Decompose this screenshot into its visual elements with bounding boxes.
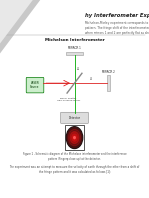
Circle shape	[68, 129, 81, 146]
Circle shape	[72, 134, 77, 141]
Bar	[107, 75, 110, 91]
Circle shape	[73, 136, 76, 139]
Circle shape	[67, 127, 82, 148]
Text: LASER
Source: LASER Source	[30, 81, 40, 89]
Text: Beam Splitter
Half Silvered Mirror: Beam Splitter Half Silvered Mirror	[57, 98, 80, 101]
Text: Michelson Interferometer: Michelson Interferometer	[45, 38, 104, 42]
Polygon shape	[0, 0, 33, 44]
Polygon shape	[0, 0, 40, 53]
Circle shape	[74, 137, 75, 139]
Bar	[65, 125, 84, 150]
Text: MIRROR 1: MIRROR 1	[68, 47, 81, 50]
FancyBboxPatch shape	[26, 77, 44, 93]
Text: Figure 1 - Schematic diagram of the Michelson interferometer and the interferenc: Figure 1 - Schematic diagram of the Mich…	[23, 152, 126, 161]
Text: hy Interferometer Experiment Calculations: hy Interferometer Experiment Calculation…	[85, 13, 149, 18]
Text: The experiment was an attempt to measure the velocity of earth through the ether: The experiment was an attempt to measure…	[9, 165, 140, 174]
Circle shape	[66, 127, 83, 148]
Bar	[66, 52, 83, 55]
Text: L1: L1	[77, 67, 80, 71]
Text: MIRROR 2: MIRROR 2	[102, 70, 115, 74]
Text: L2: L2	[89, 77, 92, 81]
Circle shape	[70, 132, 79, 144]
FancyBboxPatch shape	[61, 112, 88, 123]
Text: Detector: Detector	[69, 116, 80, 120]
Text: Michelson-Morley experiment corresponds to a change in the fringe
pattern. The f: Michelson-Morley experiment corresponds …	[85, 21, 149, 35]
